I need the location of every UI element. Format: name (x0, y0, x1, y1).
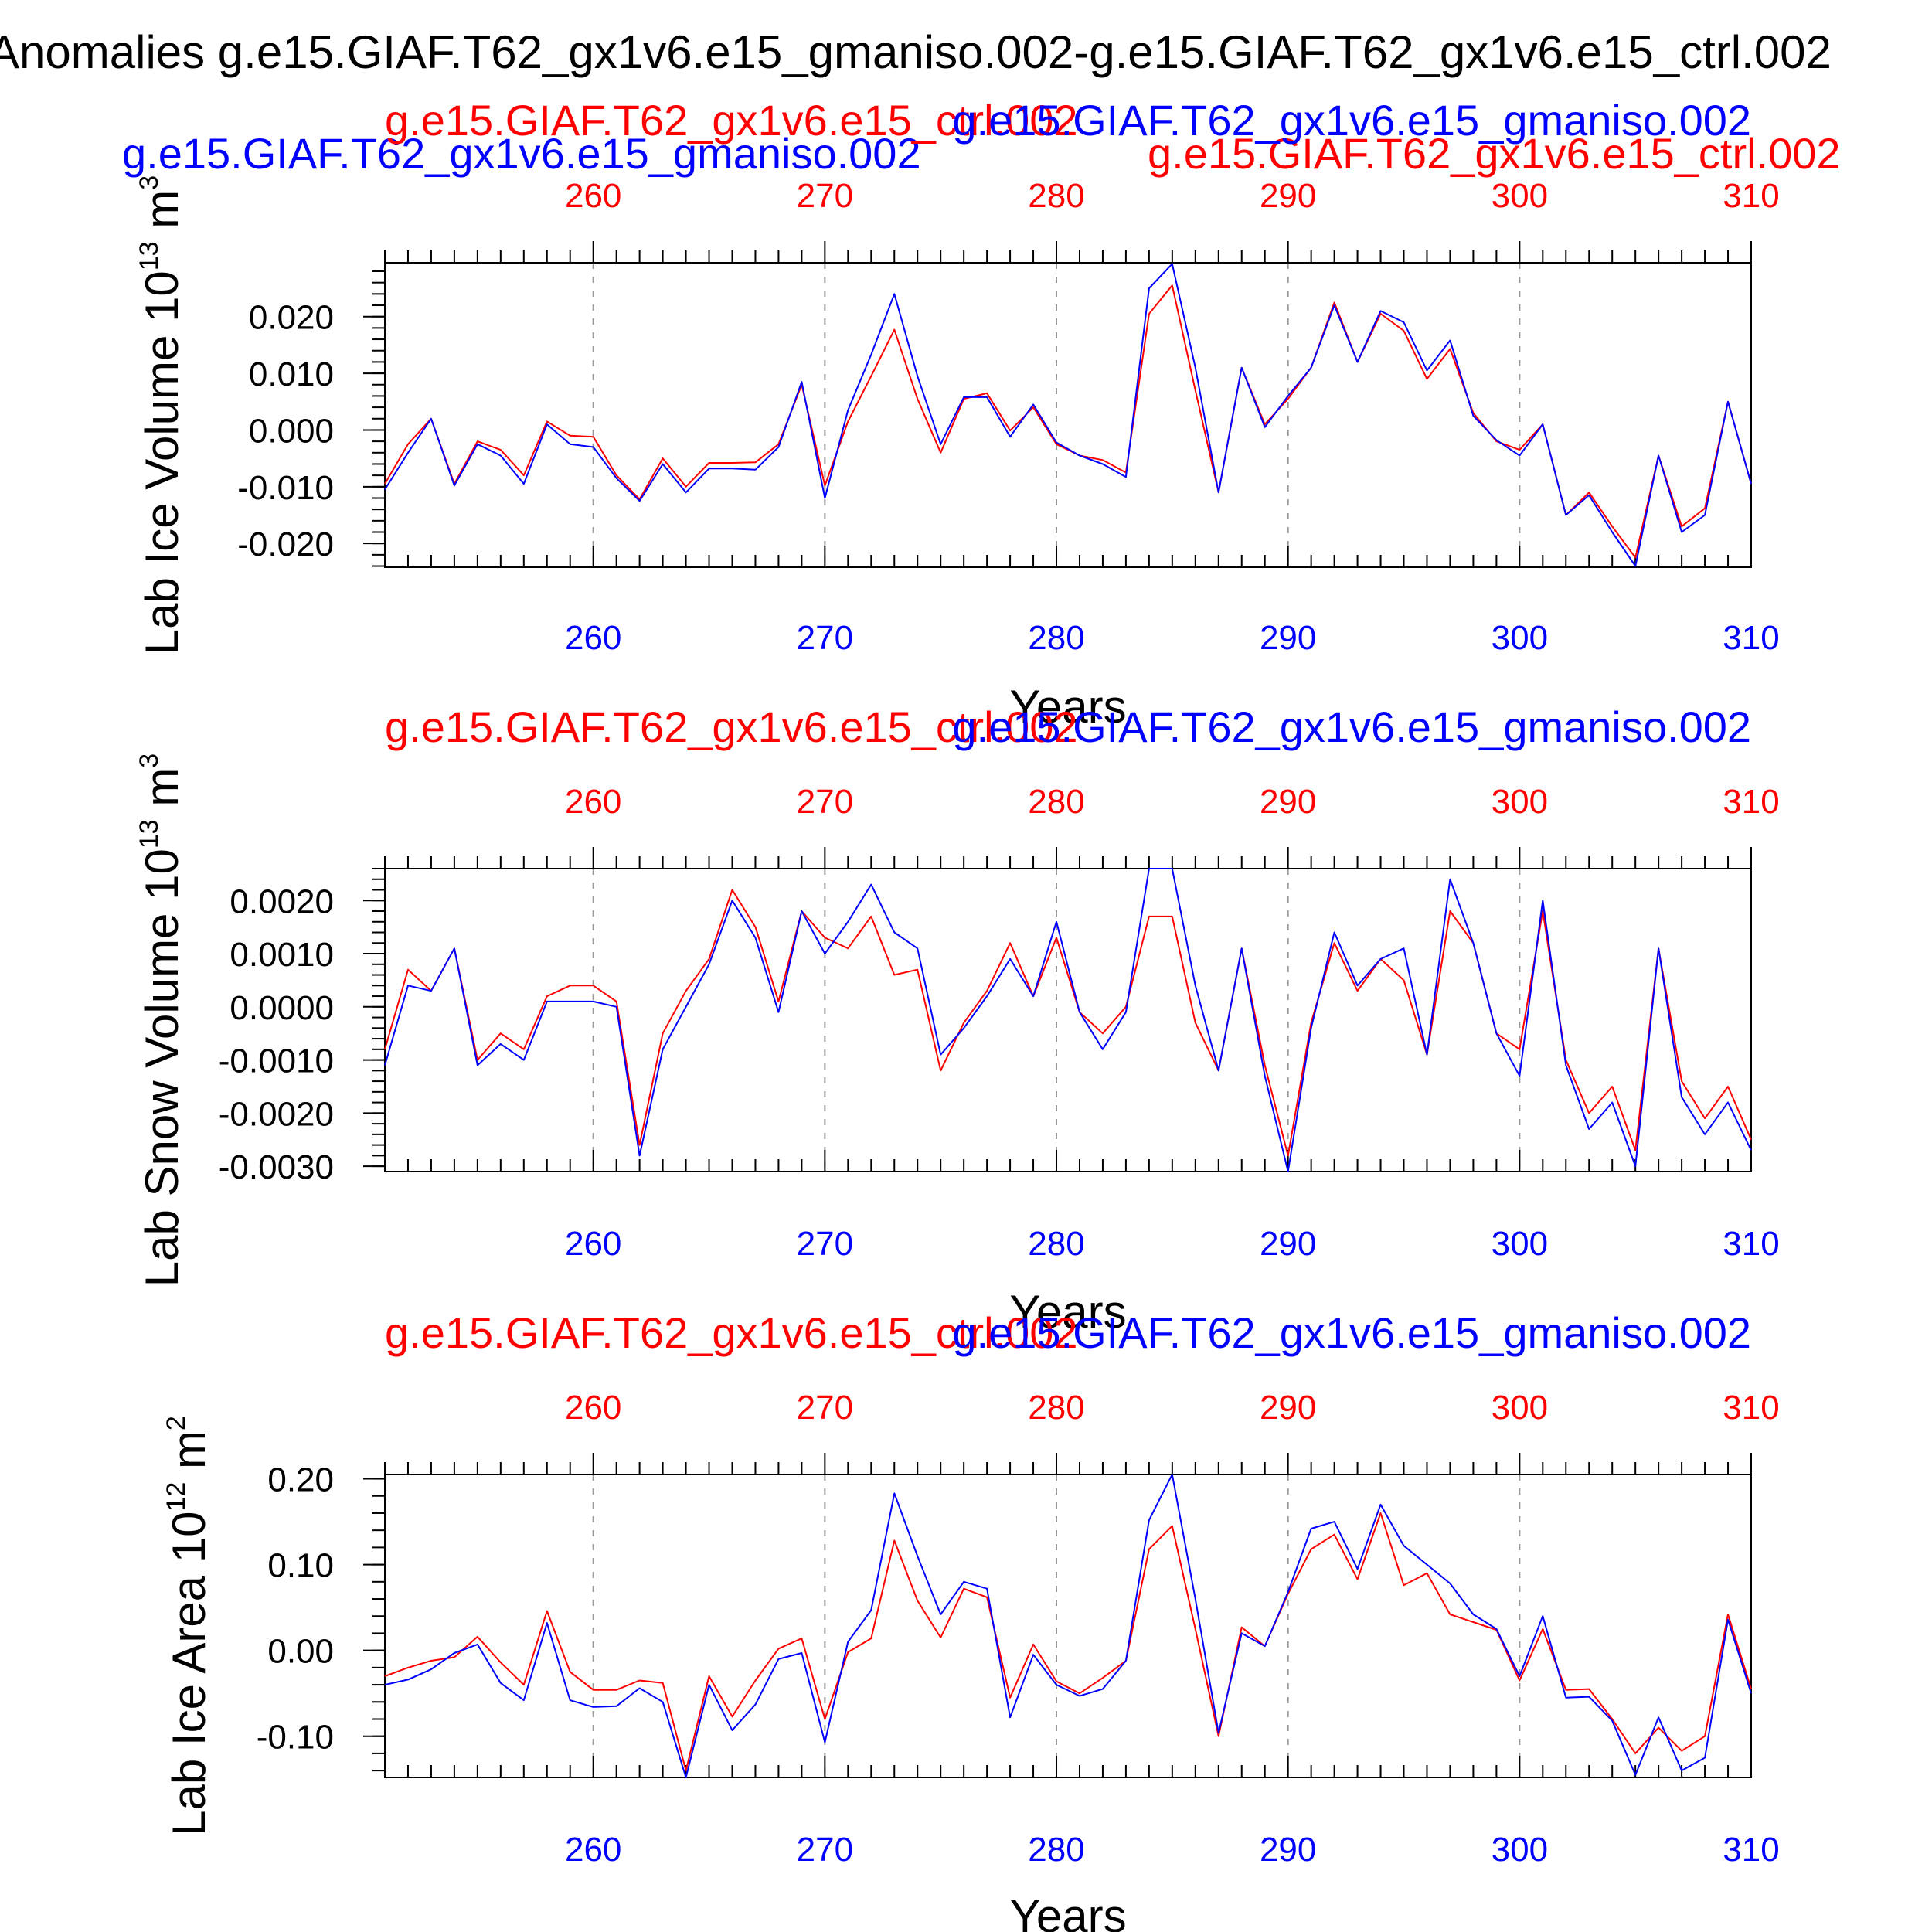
panel-ice-area: g.e15.GIAF.T62_gx1v6.e15_ctrl.002g.e15.G… (162, 1308, 1780, 1932)
panel-1-x-tick-label-bottom: 280 (1028, 619, 1084, 657)
panel-2-y-tick-label: 0.0020 (230, 883, 334, 920)
panel-2-x-tick-label-bottom: 260 (565, 1225, 621, 1263)
panel-1-title-right: g.e15.GIAF.T62_gx1v6.e15_gmaniso.002 (952, 96, 1751, 145)
panel-1-series-ctrl-line (384, 284, 1752, 559)
panel-3-x-tick-label-top: 290 (1260, 1389, 1316, 1427)
panel-2-y-axis-label: Lab Snow Volume 1013 m3 (134, 753, 188, 1287)
panel-1-y-tick-label: 0.000 (249, 412, 334, 450)
panel-3-x-tick-label-bottom: 260 (565, 1831, 621, 1869)
panel-1-extra-title-red: g.e15.GIAF.T62_gx1v6.e15_ctrl.002 (1148, 129, 1841, 178)
panel-2-series-gmaniso-line (384, 868, 1752, 1172)
panel-2-title-right: g.e15.GIAF.T62_gx1v6.e15_gmaniso.002 (952, 702, 1751, 751)
panel-3-plot-frame (384, 1474, 1752, 1778)
panel-2-x-tick-label-top: 280 (1028, 783, 1084, 821)
panel-2-y-tick-label: 0.0000 (230, 989, 334, 1027)
panel-2-series-ctrl-line (384, 889, 1752, 1157)
panel-2-y-tick-label: -0.0010 (219, 1043, 334, 1080)
panel-1-y-axis-label: Lab Ice Volume 1013 m3 (134, 175, 188, 655)
panel-2-x-tick-label-bottom: 300 (1492, 1225, 1548, 1263)
panel-2-x-axis-label: Years (1009, 1286, 1126, 1338)
panel-2-y-tick-label: -0.0030 (219, 1148, 334, 1186)
panel-2-y-tick-label: -0.0020 (219, 1095, 334, 1133)
panel-3-x-tick-label-top: 300 (1492, 1389, 1548, 1427)
panel-3-x-tick-label-bottom: 290 (1260, 1831, 1316, 1869)
panel-3-x-tick-label-top: 260 (565, 1389, 621, 1427)
panel-3-x-tick-label-top: 280 (1028, 1389, 1084, 1427)
panel-3-x-tick-label-top: 270 (797, 1389, 853, 1427)
panel-2-x-tick-label-top: 290 (1260, 783, 1316, 821)
panel-3-x-tick-label-top: 310 (1723, 1389, 1779, 1427)
panel-3-x-tick-label-bottom: 270 (797, 1831, 853, 1869)
panel-3-title-right: g.e15.GIAF.T62_gx1v6.e15_gmaniso.002 (952, 1308, 1751, 1357)
panel-1-title-left: g.e15.GIAF.T62_gx1v6.e15_ctrl.002 (385, 96, 1078, 145)
panel-3-x-tick-label-bottom: 280 (1028, 1831, 1084, 1869)
panel-2-title-left: g.e15.GIAF.T62_gx1v6.e15_ctrl.002 (385, 702, 1078, 751)
panel-1-y-tick-label: 0.010 (249, 355, 334, 393)
panel-2-x-tick-label-bottom: 280 (1028, 1225, 1084, 1263)
panel-3-y-tick-label: 0.10 (267, 1547, 334, 1585)
panel-1-y-tick-label: -0.020 (237, 526, 334, 563)
panel-1-x-tick-label-bottom: 260 (565, 619, 621, 657)
panel-1-y-tick-label: 0.020 (249, 299, 334, 337)
panel-2-x-tick-label-bottom: 310 (1723, 1225, 1779, 1263)
panel-3-x-tick-label-bottom: 300 (1492, 1831, 1548, 1869)
panel-3-y-tick-label: 0.00 (267, 1633, 334, 1671)
page-title: Anomalies g.e15.GIAF.T62_gx1v6.e15_gmani… (0, 26, 1832, 78)
panel-2-x-tick-label-top: 300 (1492, 783, 1548, 821)
panel-2-x-tick-label-top: 260 (565, 783, 621, 821)
panel-3-y-axis-label: Lab Ice Area 1012 m2 (162, 1416, 215, 1836)
panel-3-x-tick-label-bottom: 310 (1723, 1831, 1779, 1869)
panel-1-x-tick-label-top: 270 (797, 177, 853, 215)
panel-3-title-left: g.e15.GIAF.T62_gx1v6.e15_ctrl.002 (385, 1308, 1078, 1357)
panel-3-series-gmaniso-line (384, 1474, 1752, 1778)
panel-2-x-tick-label-top: 270 (797, 783, 853, 821)
panel-1-extra-title-blue: g.e15.GIAF.T62_gx1v6.e15_gmaniso.002 (122, 129, 921, 178)
panel-1-plot-frame (384, 262, 1752, 568)
panel-2-y-tick-label: 0.0010 (230, 936, 334, 974)
panel-1-x-tick-label-bottom: 270 (797, 619, 853, 657)
panel-1-y-tick-label: -0.010 (237, 469, 334, 507)
panel-1-x-tick-label-top: 260 (565, 177, 621, 215)
panel-1-x-tick-label-top: 290 (1260, 177, 1316, 215)
panel-3-series-ctrl-line (384, 1512, 1752, 1772)
panel-2-plot-frame (384, 868, 1752, 1172)
panel-1-x-tick-label-bottom: 310 (1723, 619, 1779, 657)
panel-snow-volume: g.e15.GIAF.T62_gx1v6.e15_ctrl.002g.e15.G… (134, 702, 1780, 1338)
panel-2-x-tick-label-bottom: 290 (1260, 1225, 1316, 1263)
panel-1-x-tick-label-top: 300 (1492, 177, 1548, 215)
panel-1-x-axis-label: Years (1009, 681, 1126, 733)
panel-3-y-tick-label: 0.20 (267, 1461, 334, 1499)
panel-2-x-tick-label-top: 310 (1723, 783, 1779, 821)
panel-3-x-axis-label: Years (1009, 1890, 1126, 1932)
panel-ice-volume: g.e15.GIAF.T62_gx1v6.e15_ctrl.002g.e15.G… (134, 96, 1780, 733)
panel-1-x-tick-label-bottom: 300 (1492, 619, 1548, 657)
panel-1-x-tick-label-bottom: 290 (1260, 619, 1316, 657)
panel-3-y-tick-label: -0.10 (257, 1719, 334, 1757)
panel-2-x-tick-label-bottom: 270 (797, 1225, 853, 1263)
panel-1-x-tick-label-top: 280 (1028, 177, 1084, 215)
panel-1-series-gmaniso-line (384, 263, 1752, 567)
panel-1-x-tick-label-top: 310 (1723, 177, 1779, 215)
